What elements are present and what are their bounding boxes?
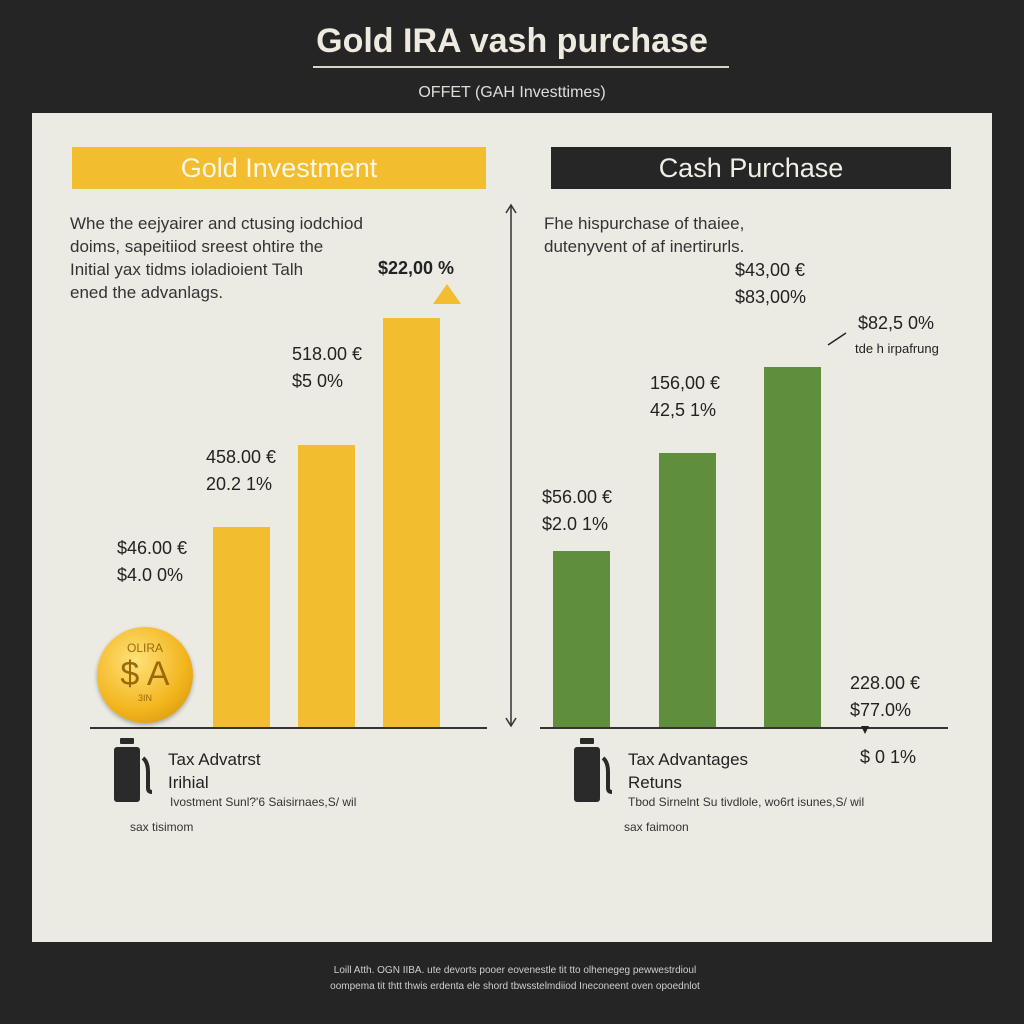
desc-line: dutenyvent of af inertirurls. <box>544 237 745 256</box>
gold-bar-3 <box>383 318 440 727</box>
gold-bar-2 <box>298 444 355 727</box>
cash-bar-2-label: 156,00 € 42,5 1% <box>650 370 720 424</box>
footer-title-line: Tax Advatrst <box>168 750 261 769</box>
cash-callout: $82,5 0% <box>858 313 935 333</box>
gold-coin-icon: OLIRA $ A 3IN <box>97 627 193 723</box>
desc-line: Initial yax tidms ioladioient Talh <box>70 260 304 279</box>
footer-line: Loill Atth. OGN IIBA. ute devorts pooer … <box>333 965 697 976</box>
value-label: 156,00 € <box>650 373 721 393</box>
gold-investment-heading: Gold Investment <box>72 147 486 189</box>
percent-label: 20.2 1% <box>206 474 273 494</box>
up-triangle-icon <box>433 284 461 304</box>
page-title: Gold IRA vash purchase <box>316 22 708 60</box>
cash-footer-note-2: sax faimoon <box>624 820 689 834</box>
percent-label: 42,5 1% <box>650 400 717 420</box>
cash-bar-3-label: $43,00 € $83,00% <box>735 257 806 311</box>
desc-line: Fhe hispurchase of thaiee, <box>544 214 745 233</box>
gold-footer-note: Ivostment Sunl?'6 Saisirnaes,S/ wil <box>170 795 357 809</box>
cash-bottom-label: $ 0 1% <box>860 747 917 767</box>
cash-chart-baseline <box>540 727 948 729</box>
cash-bar-2 <box>659 452 716 727</box>
gold-footer-title: Tax Advatrst Irihial <box>168 748 261 794</box>
gold-footer-note-2: sax tisimom <box>130 820 194 834</box>
desc-line: Whe the eejyairer and ctusing iodchiod <box>70 214 363 233</box>
title-underline <box>313 66 729 68</box>
cash-description: Fhe hispurchase of thaiee, dutenyvent of… <box>544 212 744 258</box>
footer-title-line: Tax Advantages <box>628 750 749 769</box>
percent-label: $4.0 0% <box>117 565 184 585</box>
gold-bar-3-label: 518.00 € $5 0% <box>292 341 362 395</box>
value-label: $56.00 € <box>542 487 613 507</box>
down-arrow-icon <box>861 726 869 734</box>
cash-bar-3 <box>764 367 821 727</box>
footer-disclaimer: Loill Atth. OGN IIBA. ute devorts pooer … <box>300 963 730 995</box>
bottle-icon <box>114 738 153 802</box>
cash-bar-1 <box>553 551 610 727</box>
percent-label: $83,00% <box>735 287 807 307</box>
cash-callout-note: tde h irpafrung <box>855 341 939 356</box>
footer-title-line: Irihial <box>168 773 209 792</box>
coin-middle-text: $ A <box>120 655 170 693</box>
bottle-icon <box>574 738 613 802</box>
divider-double-arrow-icon <box>505 203 517 728</box>
value-label: $43,00 € <box>735 260 806 280</box>
desc-line: ened the advanlags. <box>70 283 224 302</box>
gold-bar-2-label: 458.00 € 20.2 1% <box>206 444 276 498</box>
callout-leader-line <box>827 332 847 346</box>
gold-bar-1 <box>213 526 270 727</box>
percent-label: $5 0% <box>292 371 344 391</box>
value-label: 228.00 € <box>850 673 921 693</box>
cash-low-label: 228.00 € $77.0% <box>850 670 920 724</box>
cash-purchase-heading: Cash Purchase <box>551 147 951 189</box>
content-panel <box>32 113 992 942</box>
cash-bar-1-label: $56.00 € $2.0 1% <box>542 484 612 538</box>
percent-label: $2.0 1% <box>542 514 609 534</box>
footer-line: oompema tit thtt thwis erdenta ele shord… <box>330 981 700 992</box>
gold-annotation: $22,00 % <box>378 258 455 278</box>
gold-bar-1-label: $46.00 € $4.0 0% <box>117 535 187 589</box>
value-label: $46.00 € <box>117 538 188 558</box>
cash-footer-note: Tbod Sirnelnt Su tivdlole, wo6rt isunes,… <box>628 795 865 809</box>
gold-description: Whe the eejyairer and ctusing iodchiod d… <box>70 212 363 304</box>
gold-chart-baseline <box>90 727 487 729</box>
coin-bottom-text: 3IN <box>137 693 152 703</box>
value-label: 518.00 € <box>292 344 363 364</box>
page-subtitle: OFFET (GAH Investtimes) <box>418 84 606 101</box>
coin-top-text: OLIRA <box>126 641 163 655</box>
footer-title-line: Retuns <box>628 773 682 792</box>
value-label: 458.00 € <box>206 447 277 467</box>
percent-label: $77.0% <box>850 700 912 720</box>
desc-line: doims, sapeitiiod sreest ohtire the <box>70 237 324 256</box>
cash-footer-title: Tax Advantages Retuns <box>628 748 748 794</box>
